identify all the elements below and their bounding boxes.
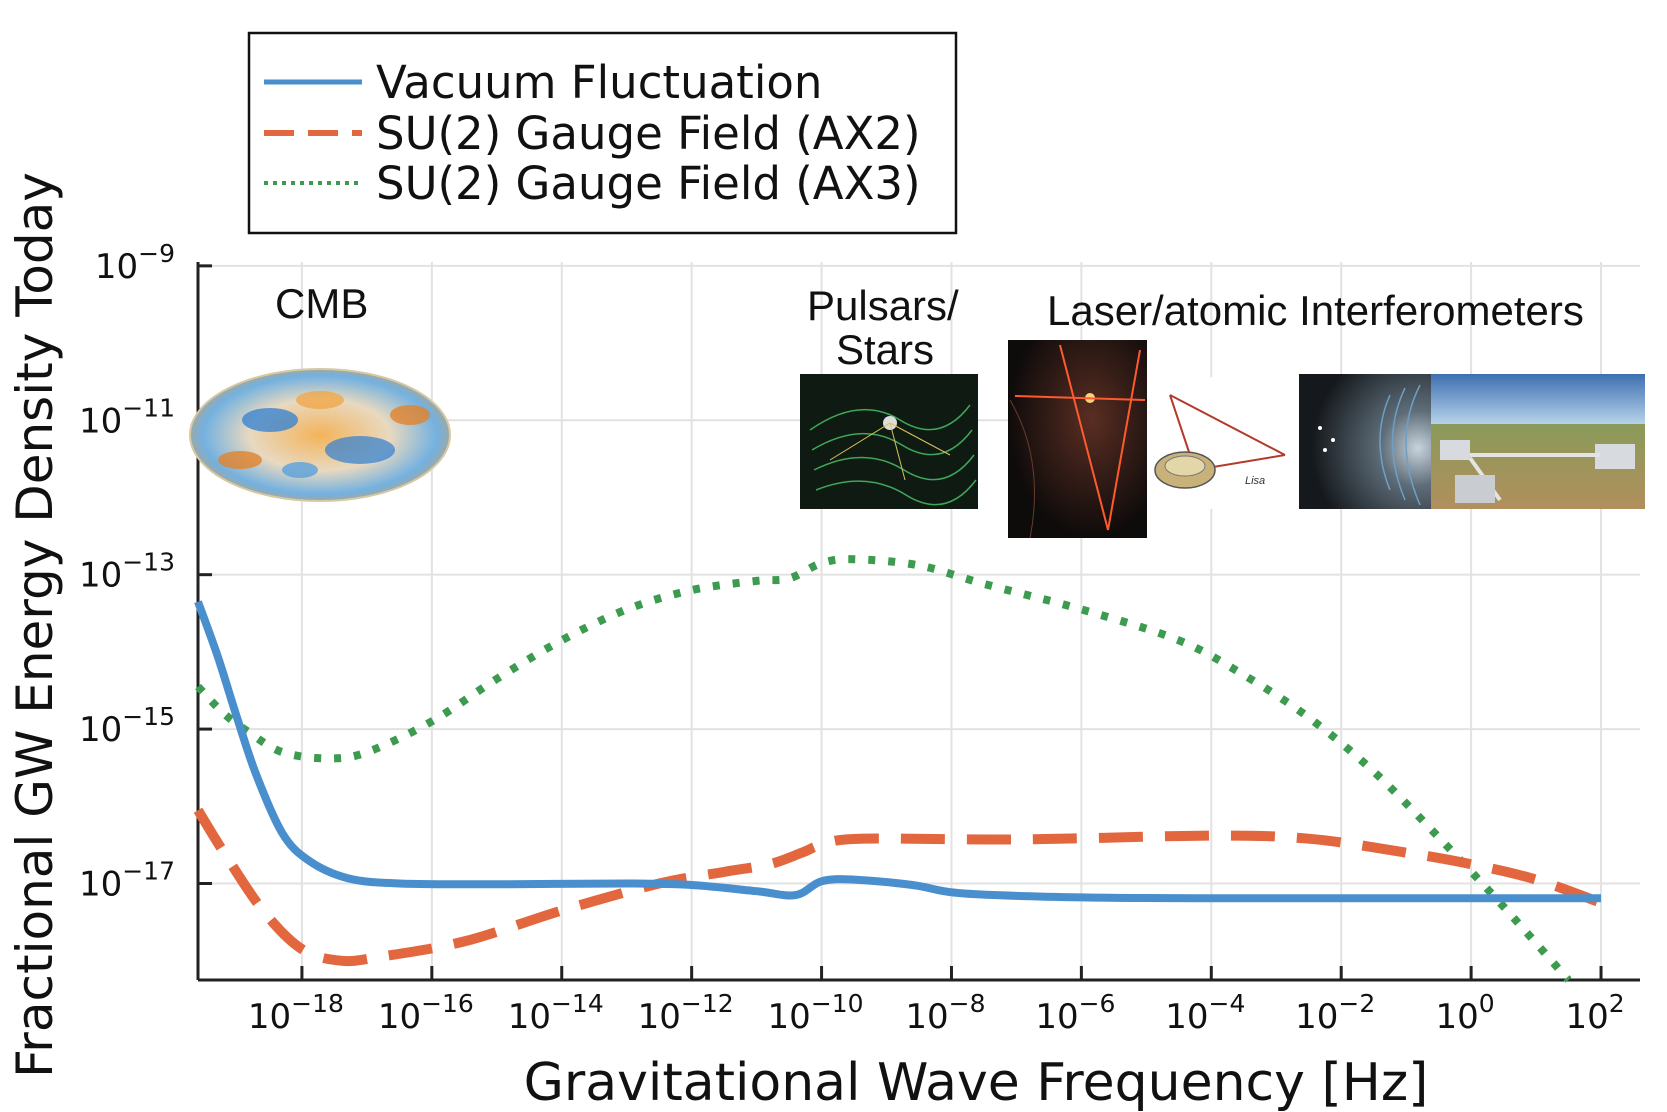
legend-label-ax3: SU(2) Gauge Field (AX3) (376, 157, 921, 210)
x-tick-label: 10−16 (378, 989, 474, 1037)
y-tick-label: 10−9 (95, 239, 175, 287)
stars-label: Stars (836, 326, 934, 373)
x-tick-label: 100 (1436, 989, 1495, 1037)
x-tick-label: 10−14 (508, 989, 604, 1037)
pulsar-grid-image (800, 374, 978, 509)
x-tick-labels: 10−18 10−16 10−14 10−12 10−10 10−8 10−6 10−4 10−… (248, 989, 1625, 1037)
y-tick-label: 10−17 (79, 856, 175, 904)
x-tick-label: 10−8 (905, 989, 985, 1037)
cmb-label: CMB (275, 280, 368, 327)
legend-label-ax2: SU(2) Gauge Field (AX2) (376, 107, 921, 160)
cmb-map-image (189, 368, 451, 502)
gw-waves-image (1299, 374, 1431, 509)
pulsars-label: Pulsars/ (807, 282, 959, 329)
x-tick-label: 10−6 (1035, 989, 1115, 1037)
series-ax2-line (193, 807, 1603, 967)
x-tick-label: 102 (1565, 989, 1624, 1037)
lisa-signature: Lisa (1245, 475, 1265, 487)
x-tick-label: 10−2 (1295, 989, 1375, 1037)
legend: Vacuum Fluctuation SU(2) Gauge Field (AX… (247, 31, 958, 235)
star-laser-image (1008, 340, 1147, 539)
axes (196, 262, 1640, 982)
x-tick-label: 10−10 (768, 989, 864, 1037)
y-tick-labels: 10−9 10−11 10−13 10−15 10−17 (79, 239, 175, 905)
series-vacuum-line (194, 600, 1601, 903)
interferometers-label: Laser/atomic Interferometers (1047, 287, 1584, 334)
x-tick-label: 10−18 (248, 989, 344, 1037)
ground-interferometer-image (1431, 374, 1645, 509)
y-tick-label: 10−13 (79, 548, 175, 596)
y-axis-title: Fractional GW Energy Density Today (6, 172, 64, 1078)
series (193, 555, 1603, 983)
series-ax3-line (195, 555, 1572, 983)
y-tick-label: 10−11 (79, 393, 175, 441)
x-tick-label: 10−12 (638, 989, 734, 1037)
legend-label-vacuum: Vacuum Fluctuation (376, 56, 822, 109)
x-axis-title: Gravitational Wave Frequency [Hz] (524, 1053, 1429, 1112)
lisa-sketch-image: Lisa (1147, 377, 1299, 509)
y-tick-label: 10−15 (79, 702, 175, 750)
x-tick-label: 10−4 (1165, 989, 1245, 1037)
